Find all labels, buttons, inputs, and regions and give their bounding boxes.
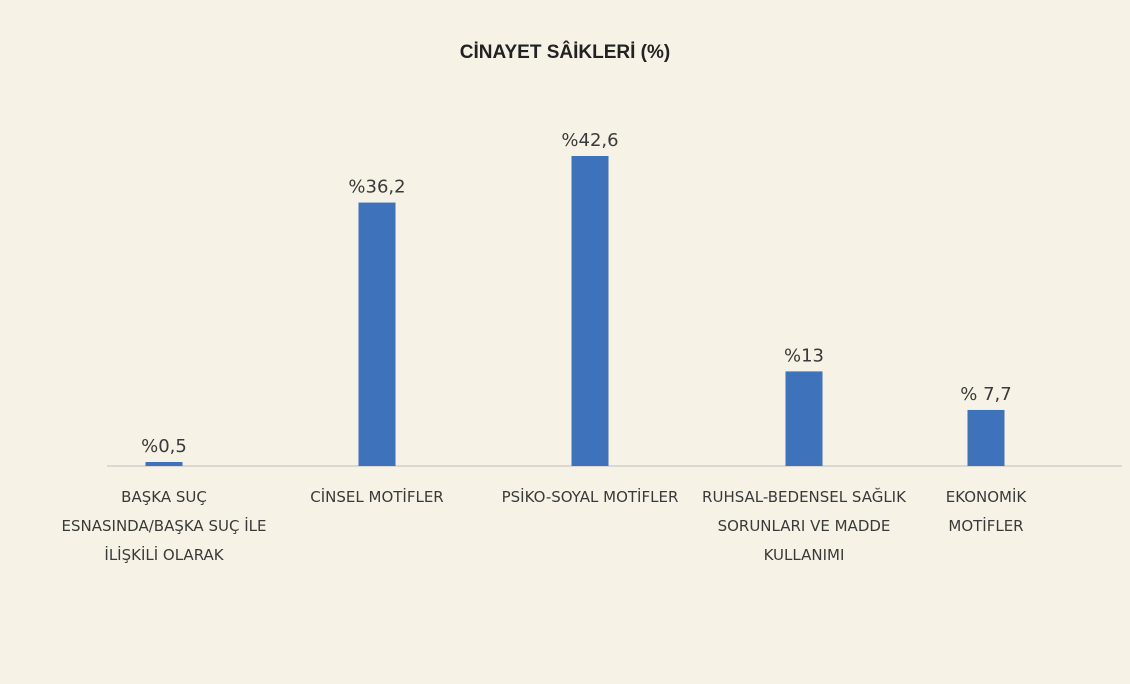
data-label-2: %42,6 (561, 130, 618, 151)
data-labels-group: %0,5 %36,2 %42,6 %13 % 7,7 (141, 130, 1012, 457)
category-label-3-line-0: RUHSAL-BEDENSEL SAĞLIK (702, 487, 907, 506)
category-label-0-line-1: ESNASINDA/BAŞKA SUÇ İLE (62, 516, 267, 535)
chart-title: CİNAYET SÂİKLERİ (%) (460, 41, 670, 63)
bar-4 (967, 409, 1005, 466)
bar-0 (145, 462, 183, 466)
category-label-3-line-1: SORUNLARI VE MADDE (718, 517, 891, 535)
bars-group (145, 156, 1005, 467)
category-labels-group: BAŞKA SUÇ ESNASINDA/BAŞKA SUÇ İLE İLİŞKİLİ… (62, 487, 1028, 564)
category-label-0-line-2: İLİŞKİLİ OLARAK (104, 545, 224, 564)
data-label-1: %36,2 (348, 177, 405, 198)
data-label-3: %13 (784, 345, 824, 366)
category-label-4-line-1: MOTİFLER (948, 516, 1023, 535)
category-label-0-line-0: BAŞKA SUÇ (121, 488, 207, 506)
bar-2 (571, 156, 609, 466)
category-label-2-line-0: PSİKO-SOYAL MOTİFLER (502, 487, 679, 506)
bar-1 (358, 202, 396, 467)
data-label-4: % 7,7 (960, 384, 1011, 405)
category-label-3-line-2: KULLANIMI (764, 546, 845, 564)
bar-3 (785, 371, 823, 466)
data-label-0: %0,5 (141, 436, 187, 457)
category-label-1-line-0: CİNSEL MOTİFLER (310, 487, 443, 506)
category-label-4-line-0: EKONOMİK (946, 487, 1028, 506)
